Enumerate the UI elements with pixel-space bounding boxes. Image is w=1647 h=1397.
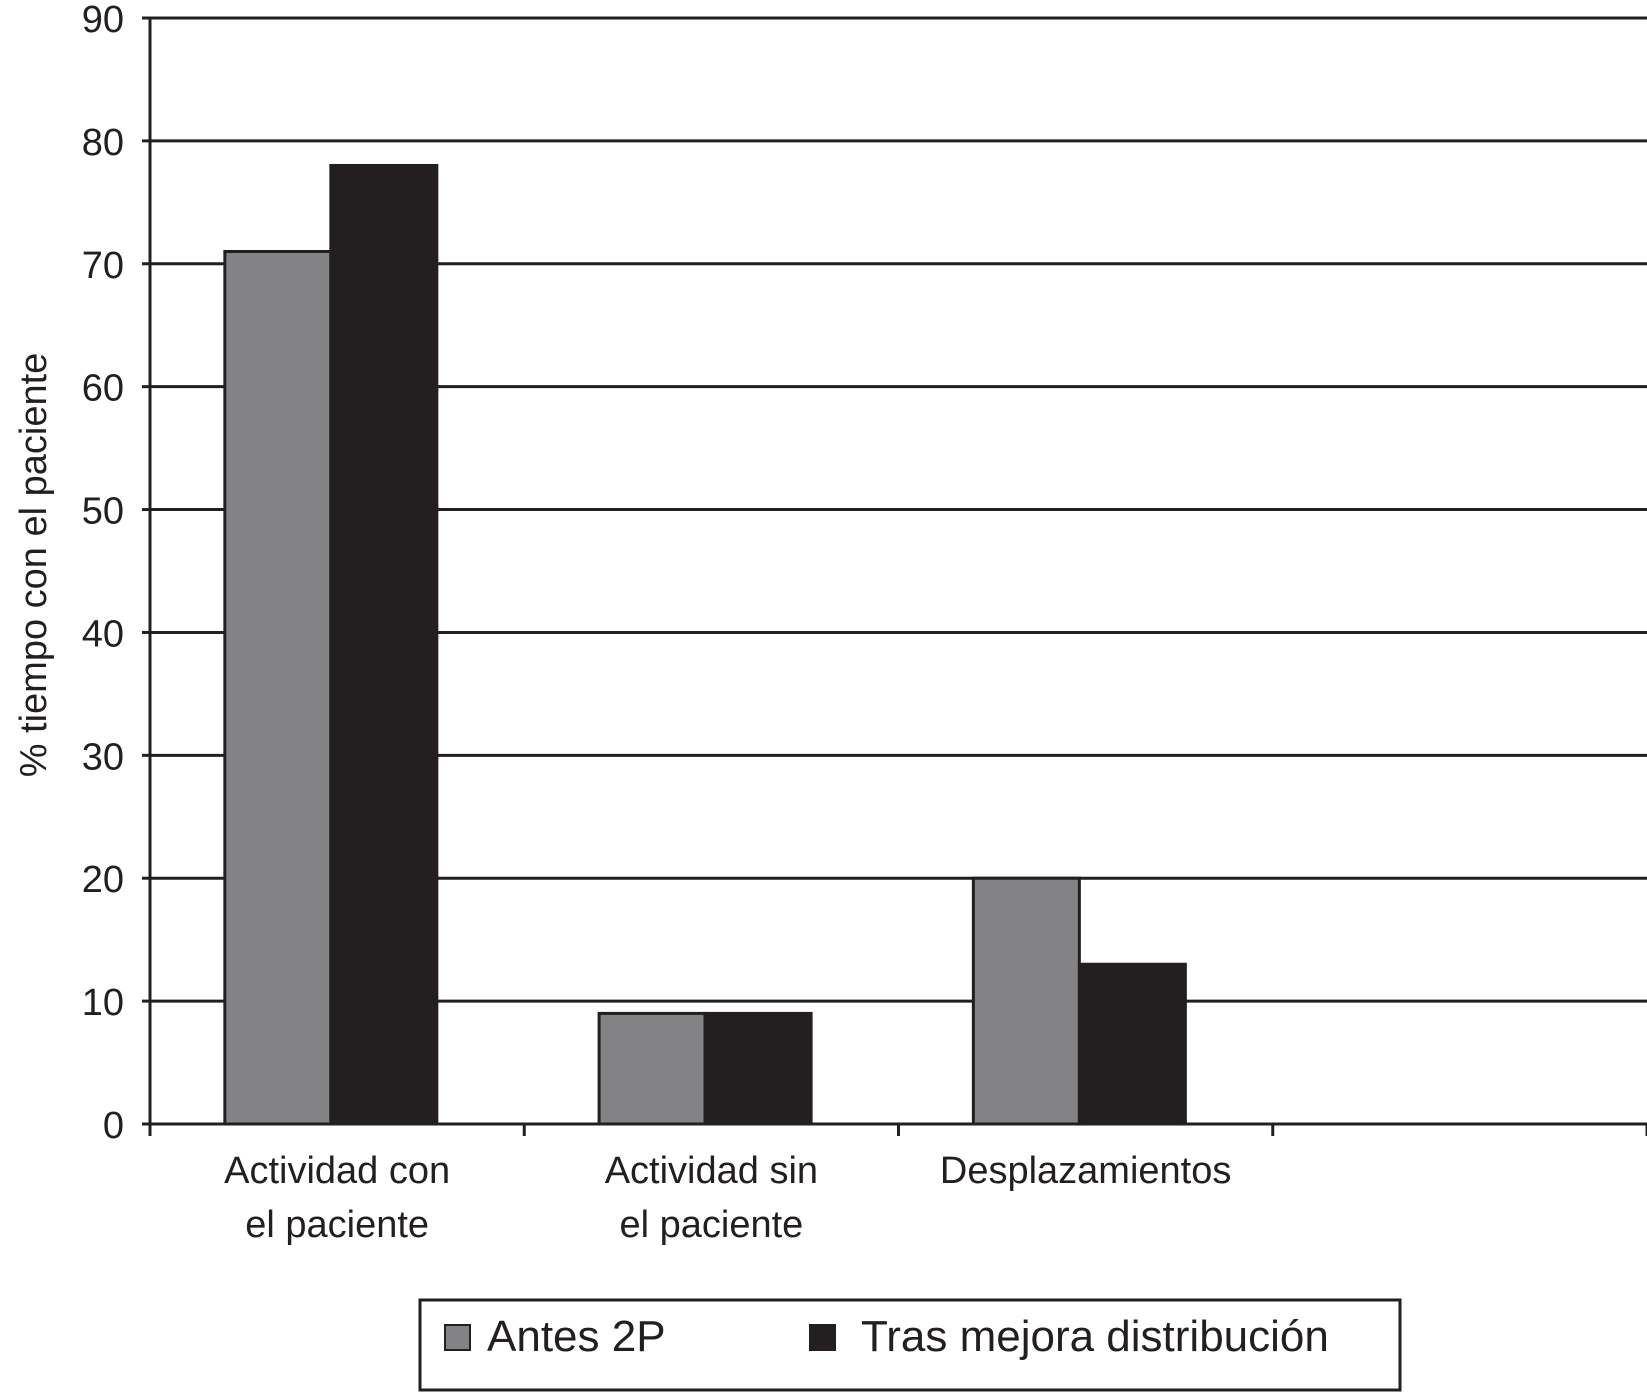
y-tick-label-20: 20 bbox=[82, 859, 124, 901]
y-tick-label-10: 10 bbox=[82, 982, 124, 1024]
y-tick-label-0: 0 bbox=[103, 1105, 124, 1147]
legend: Antes 2P Tras mejora distribución bbox=[418, 1298, 1402, 1392]
y-tick-label-70: 70 bbox=[82, 245, 124, 287]
x-tick-label-0-line-1: el paciente bbox=[245, 1204, 429, 1246]
legend-swatch-antes bbox=[444, 1324, 471, 1351]
x-tick-label-2-line-0: Desplazamientos bbox=[940, 1150, 1231, 1192]
bars bbox=[223, 163, 1187, 1126]
bar-series-1-category-0 bbox=[329, 163, 439, 1126]
y-axis-title: % tiempo con el paciente bbox=[13, 353, 55, 778]
y-tick-label-30: 30 bbox=[82, 736, 124, 778]
x-tick-label-0-line-0: Actividad con bbox=[224, 1150, 450, 1192]
y-tick-label-40: 40 bbox=[82, 613, 124, 655]
y-tick-label-80: 80 bbox=[82, 122, 124, 164]
bar-series-0-category-0 bbox=[223, 249, 333, 1126]
x-tick-labels: Actividad con el paciente Actividad sin el … bbox=[224, 1150, 1231, 1246]
y-tick-labels: 0 10 20 30 40 50 60 70 80 90 bbox=[82, 0, 124, 1147]
axes bbox=[148, 18, 1647, 1136]
legend-label-antes: Antes 2P bbox=[487, 1312, 666, 1361]
legend-label-tras: Tras mejora distribución bbox=[861, 1312, 1329, 1361]
y-tick-label-60: 60 bbox=[82, 368, 124, 410]
x-tick-label-1-line-0: Actividad sin bbox=[605, 1150, 818, 1192]
bar-series-0-category-2 bbox=[971, 876, 1081, 1126]
y-tick-label-50: 50 bbox=[82, 491, 124, 533]
bar-series-1-category-1 bbox=[703, 1011, 813, 1126]
bar-series-0-category-1 bbox=[597, 1011, 707, 1126]
x-tick-label-1-line-1: el paciente bbox=[619, 1204, 803, 1246]
legend-box bbox=[418, 1298, 1402, 1392]
legend-swatch-tras bbox=[809, 1324, 836, 1351]
y-tick-label-90: 90 bbox=[82, 0, 124, 41]
bar-series-1-category-2 bbox=[1077, 962, 1187, 1126]
